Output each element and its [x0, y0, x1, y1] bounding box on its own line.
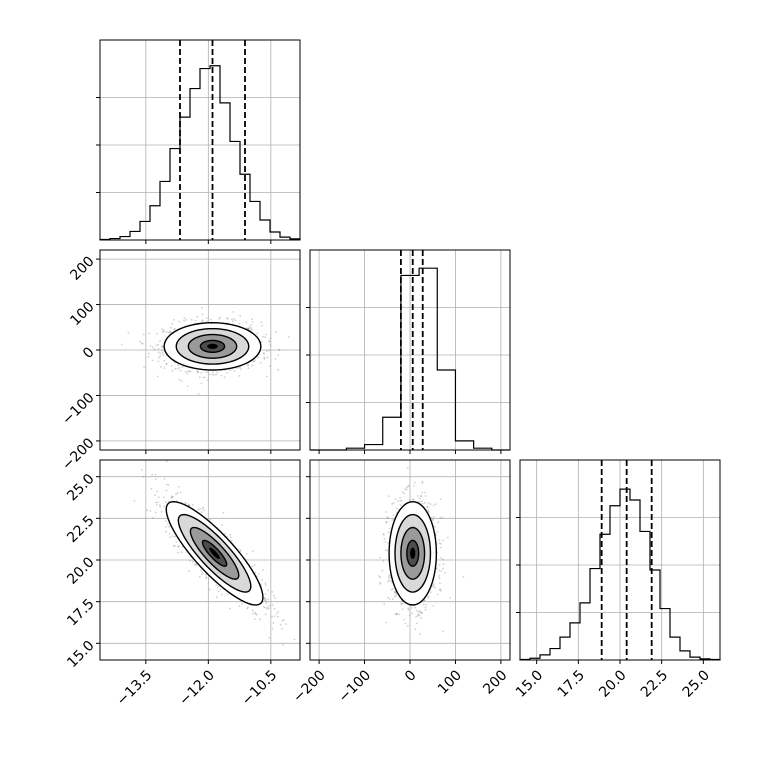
density-core-0 — [207, 343, 218, 349]
contour-line-2-0 — [406, 539, 420, 567]
scatter-panel-2-1: −200 −100 0 100 200 — [290, 459, 511, 706]
scatter-panel-1-0: −200 −100 0 100 200 — [59, 249, 301, 474]
hist-panel-1 — [306, 249, 511, 454]
contour-line-1-0 — [201, 539, 228, 567]
histogram-1 — [310, 267, 510, 451]
scatter-2-xtick-label-2: 0 — [402, 667, 420, 685]
scatter-1-ytick-label-0: 15.0 — [64, 638, 97, 671]
scatter-0-ytick-label-4: 200 — [67, 253, 97, 283]
scatter-1-xtick-label-1: −12.0 — [176, 667, 218, 709]
scatter-2-xtick-label-0: −200 — [290, 667, 329, 706]
scatter-2-xtick-label-3: 100 — [435, 667, 465, 697]
contour-line-2-3 — [388, 500, 438, 606]
contour-line-1-3 — [165, 501, 264, 606]
contour-line-1-2 — [177, 513, 252, 593]
scatter-0-ytick-label-3: 100 — [67, 299, 97, 329]
density-core-1 — [209, 547, 220, 560]
scatter-0-ytick-label-1: −100 — [59, 390, 98, 429]
scatter-1-xtick-label-2: −10.5 — [239, 667, 281, 709]
hist-2-xtick-label-4: 25.0 — [680, 667, 713, 700]
scatter-area-2 — [378, 467, 465, 635]
scatter-1-ytick-label-2: 20.0 — [64, 554, 97, 587]
contour-line-2-1 — [400, 526, 426, 580]
scatter-0-ytick-label-0: −200 — [59, 435, 98, 474]
contour-line-0-3 — [163, 322, 262, 371]
scatter-1-xtick-label-0: −13.5 — [114, 667, 156, 709]
density-core-2 — [410, 547, 416, 560]
hist-panel-0 — [96, 39, 301, 244]
contour-line-0-0 — [199, 339, 226, 353]
hist-2-xtick-label-3: 22.5 — [638, 667, 671, 700]
scatter-1-ytick-label-4: 25.0 — [64, 471, 97, 504]
scatter-1-ytick-label-1: 17.5 — [64, 596, 97, 629]
scatter-panel-2-0: 15.0 17.5 20.0 22.5 25.0 −13.5 −12.0 −10.5 — [64, 459, 301, 709]
scatter-area-1 — [133, 460, 296, 646]
hist-0-frame — [99, 39, 301, 241]
scatter-area-0 — [120, 306, 290, 395]
hist-panel-2: 15.0 17.5 20.0 22.5 25.0 — [513, 459, 721, 701]
contour-line-0-1 — [187, 333, 238, 359]
scatter-2-xtick-label-4: 200 — [480, 667, 510, 697]
scatter-0-ytick-label-2: 0 — [80, 344, 98, 362]
contour-line-2-2 — [394, 513, 432, 593]
hist-2-xtick-label-1: 17.5 — [555, 667, 588, 700]
hist-2-xtick-label-0: 15.0 — [513, 667, 546, 700]
contour-line-1-1 — [189, 526, 240, 580]
scatter-2-xtick-label-1: −100 — [336, 667, 375, 706]
histogram-0 — [99, 65, 301, 241]
scatter-1-ytick-label-3: 22.5 — [64, 513, 97, 546]
contour-line-0-2 — [175, 327, 250, 365]
hist-2-xtick-label-2: 20.0 — [596, 667, 629, 700]
histogram-2 — [519, 488, 721, 661]
